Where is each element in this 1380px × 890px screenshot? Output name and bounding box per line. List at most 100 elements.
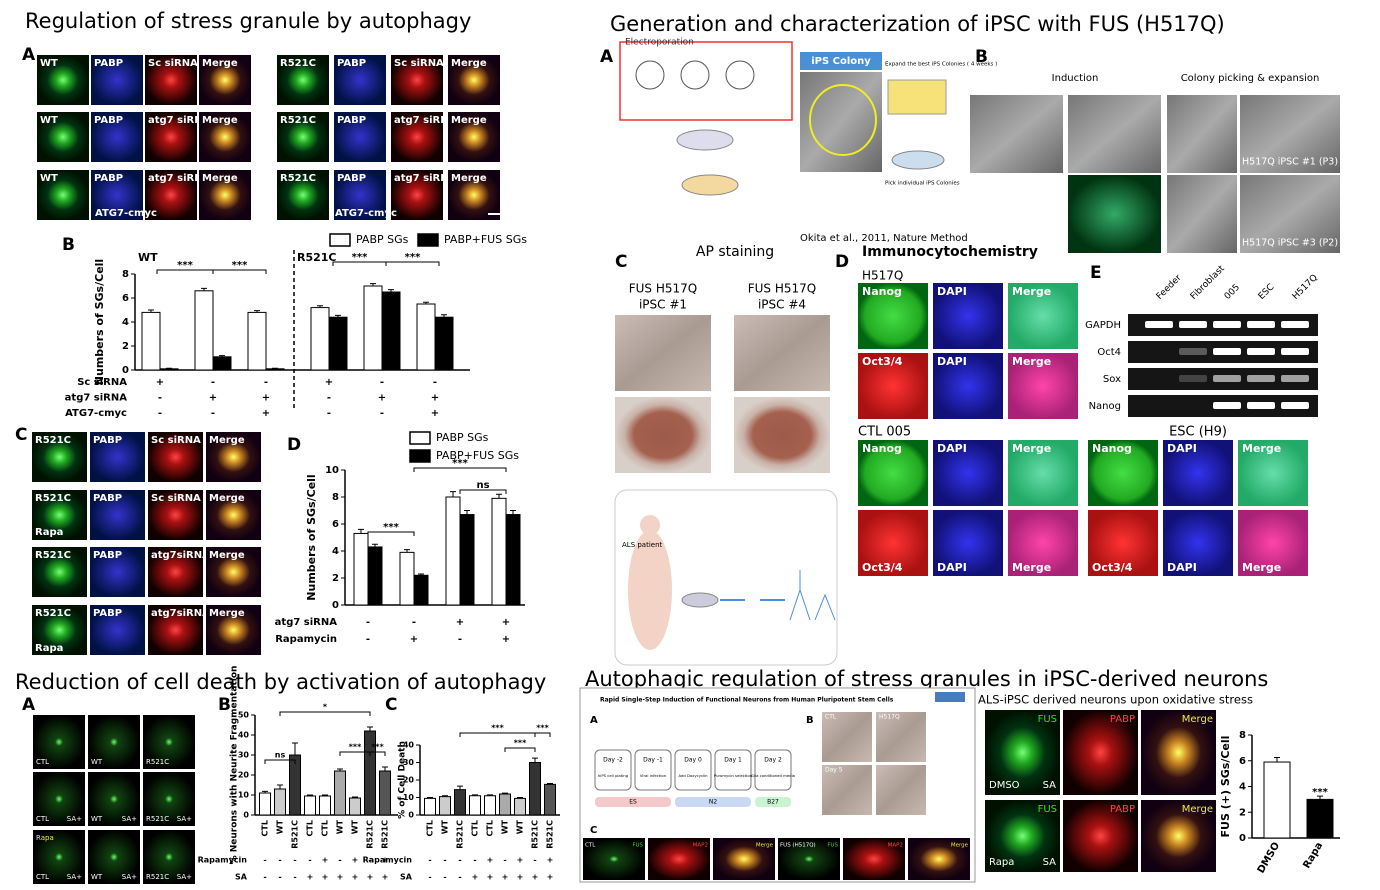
y-tick-label: 8	[1239, 730, 1246, 741]
micrograph-label: Merge	[1012, 285, 1051, 298]
section-title: Reduction of cell death by activation of…	[15, 670, 546, 694]
panel-letter: A	[600, 47, 614, 67]
significance-bracket	[367, 531, 415, 536]
micrograph-label: R521C	[35, 550, 71, 561]
dish	[681, 592, 719, 608]
condition-label: Rapamycin	[198, 856, 248, 865]
micrograph	[148, 547, 203, 597]
micrograph-label: Sc siRNA	[151, 435, 201, 446]
micrograph-label: Nanog	[862, 285, 902, 298]
gel-band	[1213, 402, 1241, 409]
clone-label: H517Q iPSC #3 (P2)	[1242, 238, 1338, 249]
condition-value: +	[352, 873, 359, 882]
micrograph	[448, 55, 500, 105]
micrograph	[33, 830, 85, 884]
y-tick-label: 4	[122, 317, 129, 328]
error-bar	[510, 510, 516, 515]
culture-label: CTL	[825, 714, 837, 721]
bar	[445, 496, 461, 606]
bar	[424, 797, 436, 816]
y-tick-label: 20	[238, 771, 250, 780]
condition-value: +	[472, 873, 479, 882]
micrograph	[90, 547, 145, 597]
micrograph-label: Sc siRNA	[148, 58, 198, 69]
y-axis-label: % of Cell Death	[398, 741, 408, 819]
x-tick-label: CTL	[486, 820, 495, 836]
micrograph	[206, 490, 261, 540]
micrograph	[1238, 440, 1308, 506]
x-tick-label: R521C	[546, 820, 555, 849]
micrograph	[32, 605, 87, 655]
significance-bracket	[413, 467, 507, 472]
micrograph	[88, 715, 140, 769]
condition-value: -	[473, 856, 476, 865]
protocol-day: Day -2	[603, 757, 623, 764]
protocol-step: Add Doxycyclin	[678, 773, 708, 778]
micrograph-label: Merge	[1242, 561, 1281, 574]
significance-label: ***	[349, 743, 362, 752]
significance-label: ***	[536, 724, 549, 733]
condition-value: +	[456, 617, 464, 628]
dish	[681, 174, 739, 196]
micrograph	[88, 830, 140, 884]
bar	[1263, 761, 1291, 839]
condition-label: Rapamycin	[363, 856, 413, 865]
y-tick-label: 4	[1239, 782, 1246, 793]
micrograph-label: FUS	[1038, 714, 1057, 725]
panel-letter: B	[975, 47, 988, 67]
micrograph	[1240, 95, 1340, 173]
micrograph	[734, 315, 830, 391]
significance-label: ***	[371, 743, 384, 752]
x-tick-label: R521C	[531, 820, 540, 849]
micrograph-label: FUS	[827, 843, 838, 849]
gel-band	[1179, 348, 1207, 355]
error-bar	[358, 528, 364, 534]
micrograph-label: ATG7-cmyc	[335, 208, 397, 219]
bar	[379, 770, 391, 816]
micrograph	[199, 112, 251, 162]
micrograph-label: SA+	[177, 873, 192, 881]
condition-value: -	[211, 408, 215, 419]
micrograph-label: CTL	[585, 843, 596, 849]
significance-label: ***	[452, 458, 468, 469]
protocol-step: hiPS cell plating	[598, 773, 629, 778]
condition-label: ATG7-cmyc	[65, 408, 127, 419]
micrograph-label: CTL	[36, 815, 49, 823]
panel-letter: B	[62, 235, 75, 255]
protocol-box	[754, 749, 792, 791]
micrograph	[391, 170, 443, 220]
group-label: WT	[138, 251, 158, 264]
micrograph	[858, 283, 928, 349]
bar	[491, 497, 507, 606]
micrograph	[858, 353, 928, 419]
legend-swatch	[409, 431, 431, 445]
error-bar	[317, 305, 323, 308]
legend-label: PABP+FUS SGs	[444, 233, 527, 246]
micrograph	[90, 490, 145, 540]
error-bar	[1317, 795, 1323, 800]
y-axis-label: Numbers of SGs/Cell	[305, 474, 318, 600]
micrograph	[32, 547, 87, 597]
micrograph	[145, 112, 197, 162]
micrograph-label: Merge	[1012, 442, 1051, 455]
micrograph-label: atg7 siRNA	[148, 173, 211, 184]
micrograph	[91, 112, 143, 162]
bar	[274, 788, 286, 816]
micrograph	[1008, 510, 1078, 576]
gel-band	[1281, 321, 1309, 328]
micrograph-label: FUS (H517Q)	[780, 843, 816, 849]
significance-bracket	[264, 759, 296, 764]
gel-band	[1247, 375, 1275, 382]
condition-value: -	[158, 408, 162, 419]
plasmid	[680, 60, 710, 90]
y-tick-label: 0	[122, 365, 129, 376]
condition-value: -	[443, 873, 446, 882]
micrograph-label: Merge	[209, 550, 245, 561]
micrograph-label: Merge	[202, 115, 238, 126]
micrograph	[800, 72, 882, 172]
condition-value: +	[325, 377, 333, 388]
micrograph-label: atg7 siRNA	[394, 173, 457, 184]
significance-label: ***	[405, 252, 421, 263]
y-tick-label: 6	[122, 293, 129, 304]
